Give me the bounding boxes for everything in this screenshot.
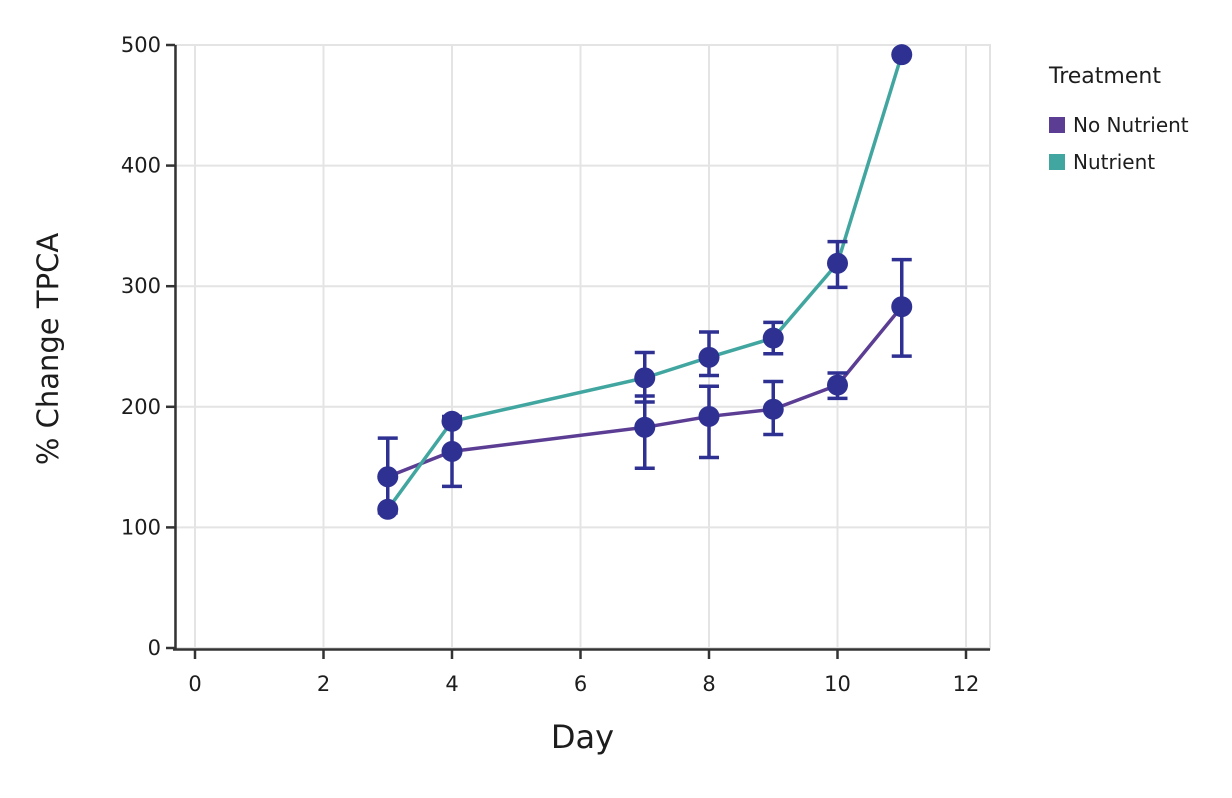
x-axis-title: Day — [550, 718, 615, 756]
svg-text:0: 0 — [188, 672, 201, 696]
svg-text:200: 200 — [121, 395, 161, 419]
y-axis-title: % Change TPCA — [31, 232, 65, 466]
legend-item-no-nutrient: No Nutrient — [1049, 113, 1189, 137]
svg-text:400: 400 — [121, 154, 161, 178]
svg-text:0: 0 — [148, 636, 161, 660]
no-nutrient-swatch-icon — [1049, 117, 1065, 133]
svg-text:2: 2 — [317, 672, 330, 696]
svg-text:100: 100 — [121, 515, 161, 539]
legend-item-nutrient: Nutrient — [1049, 150, 1189, 174]
svg-text:300: 300 — [121, 274, 161, 298]
svg-text:12: 12 — [953, 672, 980, 696]
svg-text:10: 10 — [824, 672, 851, 696]
svg-text:6: 6 — [574, 672, 587, 696]
legend: Treatment No Nutrient Nutrient — [1049, 64, 1189, 187]
svg-text:4: 4 — [445, 672, 458, 696]
nutrient-swatch-icon — [1049, 154, 1065, 170]
svg-text:8: 8 — [702, 672, 715, 696]
legend-label: Nutrient — [1073, 150, 1156, 174]
svg-text:500: 500 — [121, 33, 161, 57]
legend-title: Treatment — [1049, 64, 1161, 89]
legend-label: No Nutrient — [1073, 113, 1189, 137]
